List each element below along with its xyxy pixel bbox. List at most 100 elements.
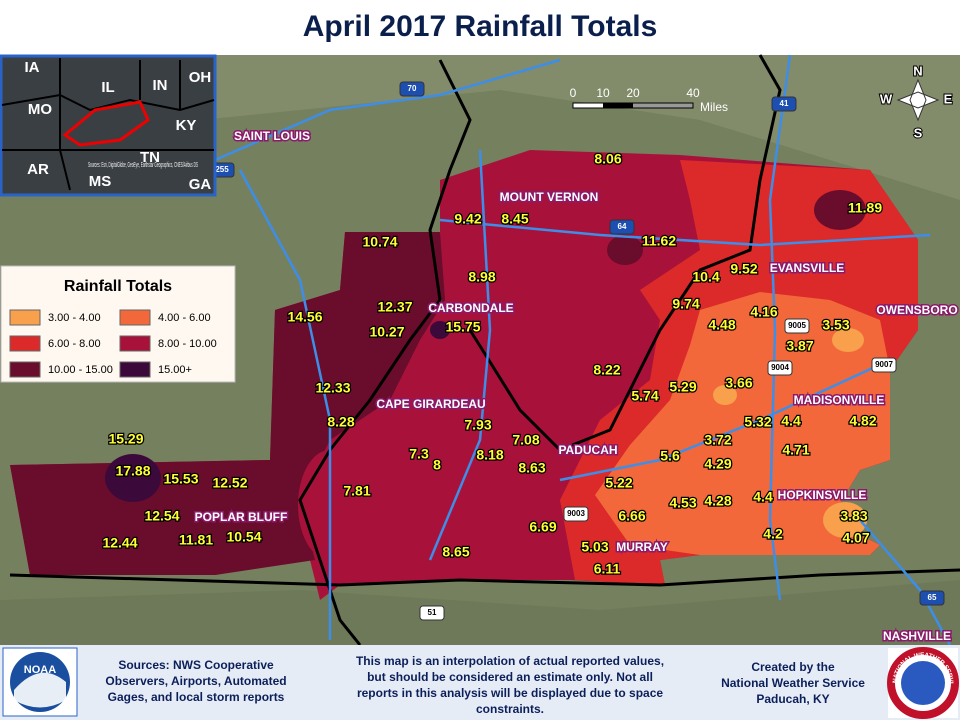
city-label: SAINT LOUIS — [234, 129, 310, 143]
compass-label: S — [914, 125, 923, 140]
basemap-texture — [0, 55, 960, 200]
city-label: CAPE GIRARDEAU — [376, 397, 485, 411]
state-boundary — [468, 54, 782, 452]
rainfall-value: 12.37 — [377, 299, 412, 315]
rainfall-value: 3.53 — [822, 317, 849, 333]
rainfall-value: 12.54 — [144, 508, 179, 524]
rainfall-value: 4.07 — [842, 530, 869, 546]
rainfall-value: 3.66 — [725, 375, 752, 391]
zone-15-plus — [105, 454, 161, 502]
highway-number: 9005 — [788, 321, 806, 330]
state-boundary — [9, 568, 960, 587]
rainfall-value: 8.28 — [327, 414, 354, 430]
footer-disclaimer: constraints. — [476, 702, 544, 716]
rainfall-value: 17.88 — [115, 463, 150, 479]
rainfall-value: 15.29 — [108, 431, 143, 447]
rainfall-value: 10.4 — [692, 269, 719, 285]
rainfall-value: 4.4 — [781, 413, 801, 429]
city-label: HOPKINSVILLE — [778, 488, 867, 502]
inset-attribution: Sources: Esri, DigitalGlobe, GeoEye, Ear… — [88, 162, 198, 169]
legend-label: 4.00 - 6.00 — [158, 312, 211, 324]
zone-15-plus — [430, 321, 450, 339]
rainfall-value: 5.29 — [669, 379, 696, 395]
scale-unit: Miles — [700, 100, 728, 114]
highway-number: 9007 — [875, 360, 893, 369]
city-label: CARBONDALE — [428, 301, 513, 315]
legend-label: 10.00 - 15.00 — [48, 364, 113, 376]
city-label: MADISONVILLE — [794, 393, 885, 407]
legend-swatch — [119, 361, 151, 378]
rainfall-value: 5.32 — [744, 414, 771, 430]
highway-shield — [419, 605, 445, 621]
legend-swatch — [119, 309, 151, 326]
roads — [214, 54, 952, 646]
inset-state-label: KY — [176, 117, 197, 134]
scale-bar-segment — [603, 103, 633, 108]
footer-credit: Created by the — [751, 660, 835, 674]
footer-sources: Sources: NWS Cooperative — [118, 658, 274, 672]
road — [559, 358, 891, 482]
footer-disclaimer: reports in this analysis will be display… — [357, 686, 663, 700]
compass-label: N — [913, 63, 922, 78]
rainfall-value: 10.54 — [226, 529, 261, 545]
compass-label: W — [880, 91, 893, 106]
title: April 2017 Rainfall Totals — [303, 10, 658, 43]
city-label: MURRAY — [616, 540, 668, 554]
rainfall-value: 5.22 — [605, 475, 632, 491]
nws-logo-center — [901, 661, 945, 705]
rainfall-value: 3.83 — [840, 508, 867, 524]
legend-label: 8.00 - 10.00 — [158, 338, 217, 350]
city-labels: MOUNT VERNON EVANSVILLE OWENSBORO CARBONDAL… — [193, 128, 959, 645]
highway-number: 9003 — [567, 509, 585, 518]
road — [859, 519, 952, 646]
legend-label: 15.00+ — [158, 364, 192, 376]
highway-shield — [871, 357, 897, 373]
footer-credit: National Weather Service — [721, 676, 865, 690]
rainfall-value: 10.27 — [369, 324, 404, 340]
inset-borders — [1, 58, 215, 191]
rainfall-value: 4.2 — [763, 526, 783, 542]
highway-number: 65 — [928, 593, 937, 602]
footer-sources: Gages, and local storm reports — [108, 690, 285, 704]
legend: Rainfall Totals 3.00 - 4.00 4.00 - 6.00 6.… — [0, 265, 236, 383]
inset-state-label: IL — [101, 79, 114, 96]
zone-3-4 — [823, 502, 867, 538]
rainfall-values: 8.06 11.89 9.42 8.45 10.74 11.62 10.4 9.52 8.98 1… — [101, 149, 883, 578]
rainfall-value: 10.74 — [362, 234, 397, 250]
rainfall-value: 4.71 — [782, 442, 809, 458]
highway-number: 255 — [215, 165, 229, 174]
noaa-bird — [14, 672, 66, 708]
rainfall-value: 8.63 — [518, 460, 545, 476]
rainfall-value: 7.08 — [512, 432, 539, 448]
inset-map: IA IL IN OH MO KY AR TN MS GA Sources: Esri, Digit… — [0, 54, 217, 197]
compass-label: E — [944, 91, 953, 106]
rainfall-value: 11.89 — [848, 200, 882, 216]
footer-disclaimer: This map is an interpolation of actual r… — [356, 654, 664, 668]
rainfall-value: 3.72 — [704, 432, 731, 448]
road — [428, 149, 492, 561]
compass-rose — [896, 78, 940, 122]
highway-number: 70 — [408, 84, 417, 93]
legend-swatch — [9, 309, 41, 326]
legend-swatch — [9, 335, 41, 352]
rainfall-value: 3.87 — [786, 338, 813, 354]
highway-shield — [771, 96, 797, 112]
zone-3-4 — [713, 385, 737, 405]
highway-number: 64 — [618, 222, 627, 231]
rainfall-value: 6.66 — [618, 508, 645, 524]
legend-label: 3.00 - 4.00 — [48, 312, 101, 324]
city-label: EVANSVILLE — [770, 261, 844, 275]
rainfall-value: 15.75 — [445, 319, 480, 335]
inset-state-label: IN — [153, 77, 168, 94]
road — [214, 58, 561, 162]
zone-10-15 — [607, 235, 643, 265]
rainfall-value: 5.74 — [631, 388, 658, 404]
highway-number: 9004 — [771, 363, 789, 372]
highway-shield — [919, 590, 945, 606]
rainfall-value: 8.65 — [442, 544, 469, 560]
rainfall-value: 12.44 — [102, 535, 137, 551]
legend-label: 6.00 - 8.00 — [48, 338, 101, 350]
zone-4-6 — [595, 292, 890, 555]
